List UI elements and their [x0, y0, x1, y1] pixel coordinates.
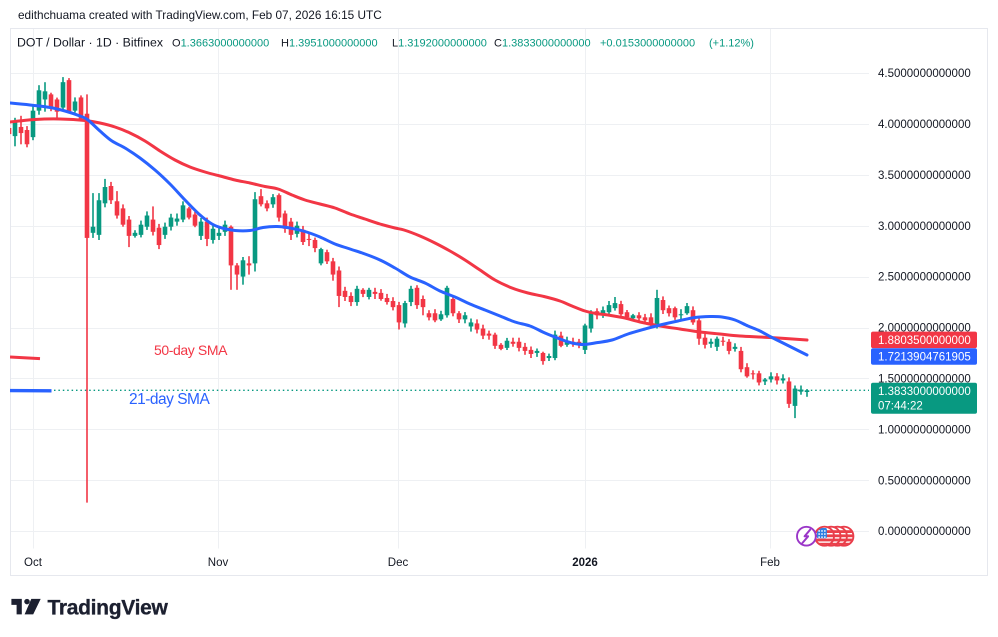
svg-text:DOT / Dollar · 1D · Bitfinex: DOT / Dollar · 1D · Bitfinex — [17, 36, 164, 50]
svg-text:1.5000000000000: 1.5000000000000 — [878, 374, 971, 386]
svg-text:H1.3951000000000: H1.3951000000000 — [281, 38, 378, 50]
svg-text:2.5000000000000: 2.5000000000000 — [878, 272, 971, 284]
svg-text:1.7213904761905: 1.7213904761905 — [878, 352, 971, 364]
svg-text:+0.0153000000000: +0.0153000000000 — [600, 38, 695, 50]
svg-text:(+1.12%): (+1.12%) — [709, 38, 754, 50]
svg-text:TradingView: TradingView — [48, 597, 169, 620]
svg-text:edithchuama created with Tradi: edithchuama created with TradingView.com… — [18, 8, 382, 22]
svg-text:1.3833000000000: 1.3833000000000 — [878, 386, 971, 398]
svg-text:C1.3833000000000: C1.3833000000000 — [494, 38, 591, 50]
svg-text:Feb: Feb — [760, 557, 780, 569]
svg-text:Nov: Nov — [208, 557, 229, 569]
svg-text:L1.3192000000000: L1.3192000000000 — [392, 38, 487, 50]
svg-text:Dec: Dec — [388, 557, 409, 569]
svg-text:3.5000000000000: 3.5000000000000 — [878, 170, 971, 182]
svg-text:1.0000000000000: 1.0000000000000 — [878, 424, 971, 436]
svg-text:0.5000000000000: 0.5000000000000 — [878, 475, 971, 487]
svg-text:21-day SMA: 21-day SMA — [129, 391, 210, 408]
svg-text:4.5000000000000: 4.5000000000000 — [878, 68, 971, 80]
svg-text:4.0000000000000: 4.0000000000000 — [878, 119, 971, 131]
svg-text:1.8803500000000: 1.8803500000000 — [878, 335, 971, 347]
svg-text:2026: 2026 — [572, 557, 598, 569]
svg-text:0.0000000000000: 0.0000000000000 — [878, 526, 971, 538]
svg-text:50-day SMA: 50-day SMA — [154, 342, 228, 358]
svg-text:3.0000000000000: 3.0000000000000 — [878, 221, 971, 233]
svg-text:O1.3663000000000: O1.3663000000000 — [172, 38, 269, 50]
svg-text:Oct: Oct — [24, 557, 43, 569]
svg-text:07:44:22: 07:44:22 — [878, 400, 923, 412]
